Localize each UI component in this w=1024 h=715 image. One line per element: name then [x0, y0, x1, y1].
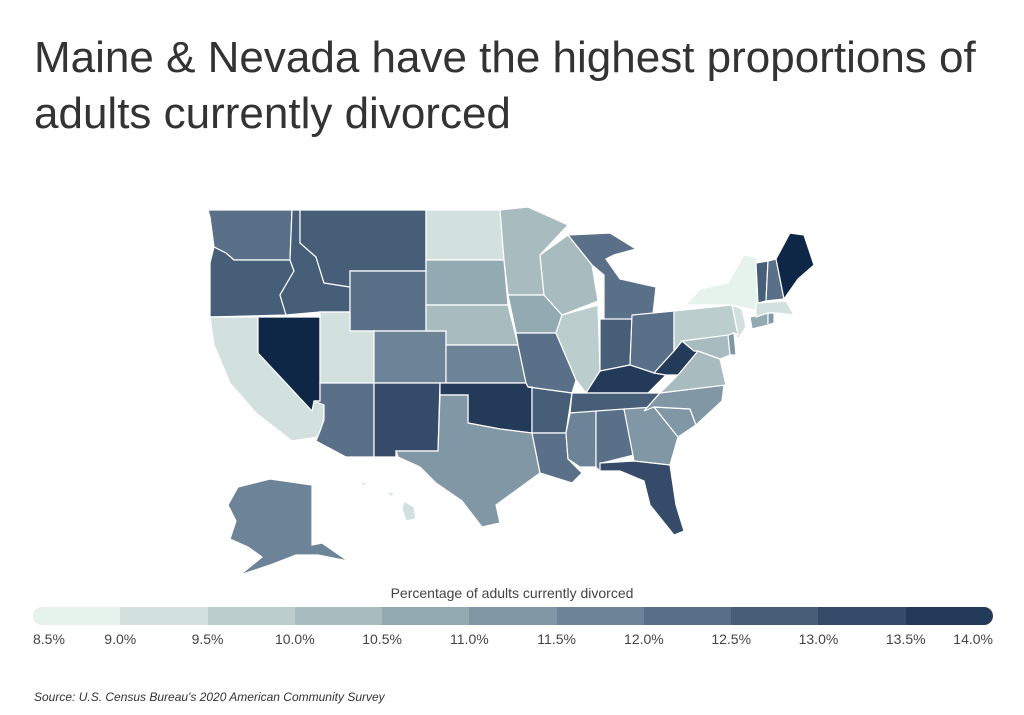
legend-swatch	[643, 607, 732, 625]
state-AR[interactable]	[527, 386, 573, 434]
legend-swatch	[120, 607, 208, 625]
legend-swatch	[33, 607, 121, 625]
legend-tick-label: 13.0%	[798, 631, 839, 647]
legend-swatch	[905, 607, 993, 625]
legend-tick-label: 11.0%	[450, 631, 489, 647]
state-NJ[interactable]	[731, 304, 747, 341]
legend-swatch	[294, 607, 383, 625]
legend-tick-label: 10.5%	[362, 631, 402, 647]
state-AK[interactable]	[227, 478, 349, 576]
state-ME[interactable]	[775, 232, 815, 301]
source-note: Source: U.S. Census Bureau's 2020 Americ…	[34, 690, 385, 704]
legend-tick-labels: 8.5% 9.0% 9.5% 10.0% 10.5% 11.0% 11.5% 12.0% 12.…	[33, 631, 993, 651]
state-FL[interactable]	[599, 460, 685, 536]
legend-tick-label: 9.0%	[104, 631, 137, 647]
state-HI[interactable]	[358, 479, 417, 522]
legend-tick-label: 13.5%	[885, 631, 926, 647]
state-MS[interactable]	[565, 410, 597, 468]
us-choropleth-map	[200, 205, 820, 585]
legend-title: Percentage of adults currently divorced	[390, 585, 634, 601]
legend-swatch	[556, 607, 644, 625]
legend-tick-label: 11.5%	[537, 631, 576, 647]
legend-swatch	[469, 607, 557, 625]
state-CO[interactable]	[373, 330, 447, 384]
state-ND[interactable]	[425, 209, 505, 261]
state-TX[interactable]	[395, 394, 541, 528]
state-DE[interactable]	[727, 332, 737, 356]
legend-tick-label: 9.5%	[191, 631, 224, 647]
state-SD[interactable]	[425, 259, 509, 306]
legend-tick-label: 10.0%	[274, 631, 315, 647]
legend-swatch	[207, 607, 295, 625]
legend-tick-label: 8.5%	[33, 631, 65, 647]
state-KS[interactable]	[445, 344, 527, 384]
legend-tick-label: 12.5%	[711, 631, 752, 647]
legend-tick-label: 12.0%	[624, 631, 664, 647]
state-WY[interactable]	[349, 270, 427, 332]
legend-swatch	[818, 607, 906, 625]
state-NM[interactable]	[373, 382, 441, 458]
state-MA[interactable]	[755, 300, 796, 318]
state-RI[interactable]	[767, 312, 775, 326]
state-NY[interactable]	[684, 254, 759, 312]
legend-color-scale	[33, 607, 993, 625]
state-IN[interactable]	[599, 318, 633, 372]
state-MI[interactable]	[566, 232, 657, 324]
legend-tick-label: 14.0%	[953, 631, 993, 647]
page-title: Maine & Nevada have the highest proporti…	[34, 33, 976, 138]
legend-swatch	[731, 607, 819, 625]
legend-swatch	[382, 607, 470, 625]
